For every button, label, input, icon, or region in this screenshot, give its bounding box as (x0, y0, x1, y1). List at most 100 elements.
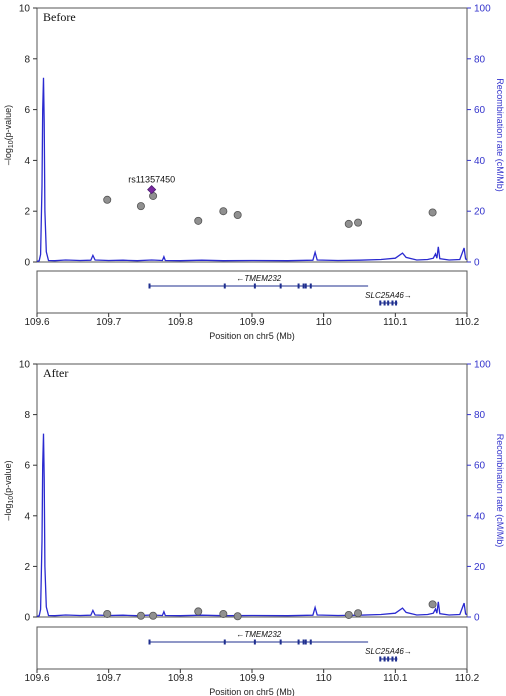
y2-tick-label: 0 (474, 613, 480, 624)
x-tick-label: 110.1 (383, 317, 408, 328)
gene-label: ←TMEM232 (236, 630, 281, 639)
gene-exon (387, 656, 390, 662)
gene-exon (309, 639, 312, 645)
x-tick-label: 109.6 (24, 317, 49, 328)
snp-point (136, 611, 145, 620)
lead-snp-label: rs11357450 (128, 175, 175, 185)
lead-snp-marker (147, 185, 157, 195)
x-tick-label: 109.8 (168, 317, 193, 328)
plot-frame (36, 363, 468, 618)
y2-tick-label: 100 (474, 360, 491, 371)
gene-exon (391, 300, 394, 306)
snp-point (194, 607, 203, 616)
x-axis-title: Position on chr5 (Mb) (209, 687, 295, 696)
x-tick-label: 109.6 (24, 673, 49, 684)
y-axis-title-prefix: –log (3, 148, 13, 165)
gene-exon (223, 639, 226, 645)
x-tick-label: 109.7 (96, 673, 121, 684)
x-tick-label: 110.1 (383, 673, 408, 684)
panel-title: After (43, 366, 68, 380)
gene-exon (253, 639, 256, 645)
y2-tick-label: 20 (474, 207, 486, 218)
gene-label: SLC25A46→ (365, 647, 412, 656)
y-tick-label: 4 (24, 511, 30, 522)
x-tick-label: 109.7 (96, 317, 121, 328)
panel-title: Before (43, 10, 76, 24)
y-tick-label: 6 (24, 105, 30, 116)
y-tick-label: 0 (24, 258, 30, 269)
gene-exon (304, 639, 307, 645)
y-axis-title-suffix: (p-value) (3, 105, 13, 141)
gene-exon (391, 656, 394, 662)
x-tick-label: 109.8 (168, 673, 193, 684)
gene-exon (279, 639, 282, 645)
snp-point (233, 612, 242, 621)
gene-exon (383, 656, 386, 662)
gene-exon (302, 283, 305, 289)
snp-point (428, 208, 437, 217)
y2-tick-label: 80 (474, 54, 486, 65)
y2-tick-label: 0 (474, 258, 480, 269)
y-tick-label: 8 (24, 410, 30, 421)
snp-point (136, 202, 145, 211)
y-axis-title-prefix: –log (3, 504, 13, 521)
x-tick-label: 109.9 (239, 673, 264, 684)
gene-exon (148, 283, 151, 289)
y-tick-label: 10 (19, 4, 31, 15)
gene-exon (302, 639, 305, 645)
y-axis-title-sub: 10 (8, 496, 15, 504)
plot-frame (36, 7, 468, 263)
gene-exon (309, 283, 312, 289)
y-tick-label: 4 (24, 156, 30, 167)
snp-point (219, 207, 228, 216)
x-tick-label: 110 (316, 673, 332, 684)
y-tick-label: 2 (24, 562, 30, 573)
y-axis-title: –log10(p-value) (3, 105, 15, 165)
y2-tick-label: 40 (474, 511, 486, 522)
gene-label: ←TMEM232 (236, 274, 281, 283)
y-axis-title: –log10(p-value) (3, 460, 15, 520)
x-tick-label: 110.2 (455, 317, 480, 328)
gene-exon (383, 300, 386, 306)
gene-exon (395, 300, 398, 306)
gene-exon (379, 656, 382, 662)
snp-point (344, 219, 353, 228)
gene-exon (387, 300, 390, 306)
y2-axis-title: Recombination rate (cM/Mb) (495, 78, 505, 192)
y2-tick-label: 80 (474, 410, 486, 421)
snp-point (344, 610, 353, 619)
y-tick-label: 10 (19, 360, 31, 371)
recombination-rate-line (36, 433, 468, 618)
y-tick-label: 8 (24, 54, 30, 65)
snp-point (219, 609, 228, 618)
y2-tick-label: 20 (474, 562, 486, 573)
snp-point (428, 600, 437, 609)
snp-point (149, 611, 158, 620)
y2-tick-label: 60 (474, 105, 486, 116)
snp-point (149, 191, 158, 200)
gene-exon (279, 283, 282, 289)
x-axis-title: Position on chr5 (Mb) (209, 331, 295, 341)
x-tick-label: 110 (316, 317, 332, 328)
snp-point (354, 218, 363, 227)
y2-tick-label: 60 (474, 461, 486, 472)
snp-point (354, 609, 363, 618)
gene-exon (223, 283, 226, 289)
gene-exon (253, 283, 256, 289)
y-tick-label: 6 (24, 461, 30, 472)
x-tick-label: 109.9 (239, 317, 264, 328)
y-tick-label: 2 (24, 207, 30, 218)
snp-point (103, 609, 112, 618)
y-axis-title-sub: 10 (8, 140, 15, 148)
snp-point (194, 216, 203, 225)
y2-tick-label: 100 (474, 4, 491, 15)
snp-point (103, 195, 112, 204)
panel-0: Before0246810020406080100–log10(p-value)… (3, 4, 505, 342)
gene-exon (395, 656, 398, 662)
gene-exon (148, 639, 151, 645)
y2-axis-title: Recombination rate (cM/Mb) (495, 434, 505, 548)
snp-point (233, 211, 242, 220)
x-tick-label: 110.2 (455, 673, 480, 684)
